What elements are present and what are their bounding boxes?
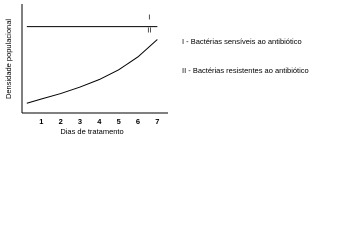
x-tick-label: 4: [97, 117, 102, 126]
series-label: II: [147, 26, 151, 35]
x-axis-label: Dias de tratamento: [60, 127, 123, 136]
series-line: [26, 39, 158, 104]
x-tick-label: 7: [155, 117, 159, 126]
x-tick-label: 6: [136, 117, 140, 126]
x-tick-label: 1: [39, 117, 43, 126]
legend-text: II - Bactérias resistentes ao antibiótic…: [182, 66, 309, 75]
chart: Densidade populacional Dias de tratament…: [4, 4, 309, 136]
legend-text: I - Bactérias sensíveis ao antibiótico: [182, 37, 302, 46]
x-tick-label: 3: [78, 117, 82, 126]
x-tick-label: 2: [59, 117, 63, 126]
y-axis-label: Densidade populacional: [4, 19, 13, 99]
x-tick-label: 5: [117, 117, 121, 126]
series-label: I: [148, 13, 150, 22]
